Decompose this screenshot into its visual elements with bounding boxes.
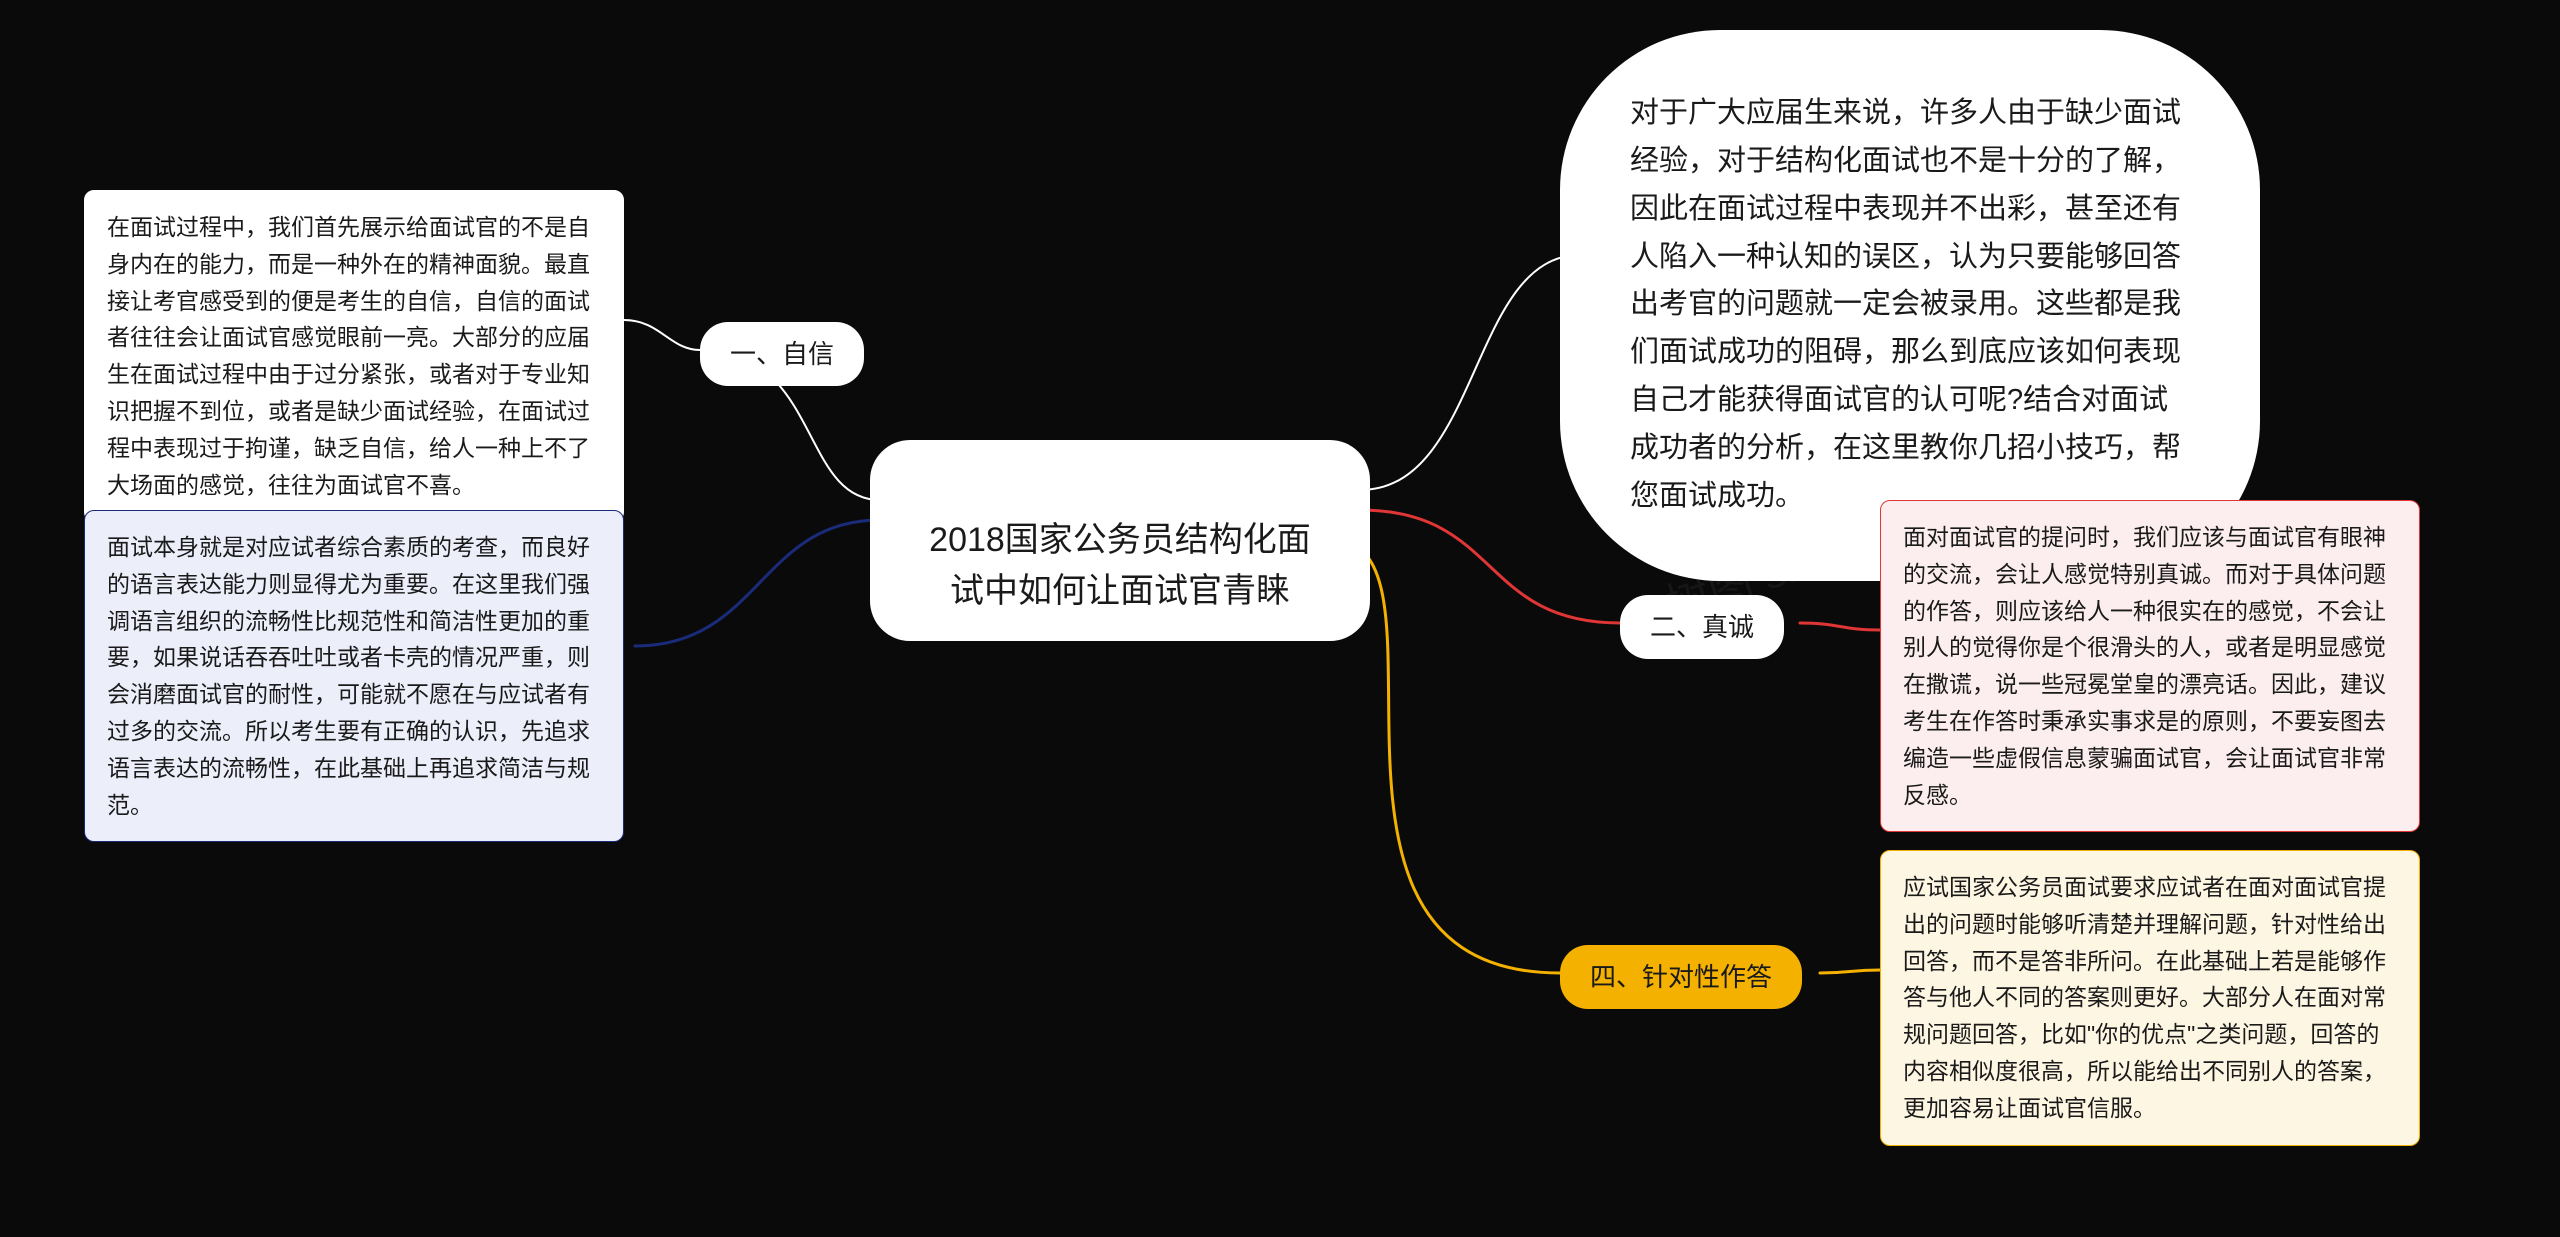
connector <box>624 320 700 350</box>
connector <box>635 520 880 646</box>
center-node[interactable]: 2018国家公务员结构化面 试中如何让面试官青睐 <box>870 440 1370 641</box>
mindmap-canvas: 树图 shutu.cn树图 shutu.cn 2018国家公务员结构化面 试中如… <box>0 0 2560 1237</box>
connector <box>1360 510 1620 623</box>
leaf-text: 面对面试官的提问时，我们应该与面试官有眼神的交流，会让人感觉特别真诚。而对于具体… <box>1903 524 2386 808</box>
leaf-text: 面试本身就是对应试者综合素质的考查，而良好的语言表达能力则显得尤为重要。在这里我… <box>107 534 590 818</box>
leaf-b2[interactable]: 面对面试官的提问时，我们应该与面试官有眼神的交流，会让人感觉特别真诚。而对于具体… <box>1880 500 2420 832</box>
connector <box>1340 540 1560 973</box>
branch-b4[interactable]: 四、针对性作答 <box>1560 945 1802 1009</box>
connector <box>1800 623 1880 630</box>
leaf-b4[interactable]: 应试国家公务员面试要求应试者在面对面试官提出的问题时能够听清楚并理解问题，针对性… <box>1880 850 2420 1146</box>
leaf-text: 在面试过程中，我们首先展示给面试官的不是自身内在的能力，而是一种外在的精神面貌。… <box>107 214 590 498</box>
branch-label: 四、针对性作答 <box>1590 962 1772 992</box>
intro-node[interactable]: 对于广大应届生来说，许多人由于缺少面试经验，对于结构化面试也不是十分的了解，因此… <box>1560 30 2260 581</box>
branch-b2[interactable]: 二、真诚 <box>1620 595 1784 659</box>
center-label: 2018国家公务员结构化面 试中如何让面试官青睐 <box>929 521 1311 610</box>
branch-label: 一、自信 <box>730 339 834 369</box>
connector <box>1360 255 1580 490</box>
intro-text: 对于广大应届生来说，许多人由于缺少面试经验，对于结构化面试也不是十分的了解，因此… <box>1630 97 2181 512</box>
leaf-b3[interactable]: 面试本身就是对应试者综合素质的考查，而良好的语言表达能力则显得尤为重要。在这里我… <box>84 510 624 842</box>
branch-label: 二、真诚 <box>1650 612 1754 642</box>
leaf-b1[interactable]: 在面试过程中，我们首先展示给面试官的不是自身内在的能力，而是一种外在的精神面貌。… <box>84 190 624 522</box>
connector <box>1820 970 1880 973</box>
branch-b1[interactable]: 一、自信 <box>700 322 864 386</box>
leaf-text: 应试国家公务员面试要求应试者在面对面试官提出的问题时能够听清楚并理解问题，针对性… <box>1903 874 2386 1121</box>
